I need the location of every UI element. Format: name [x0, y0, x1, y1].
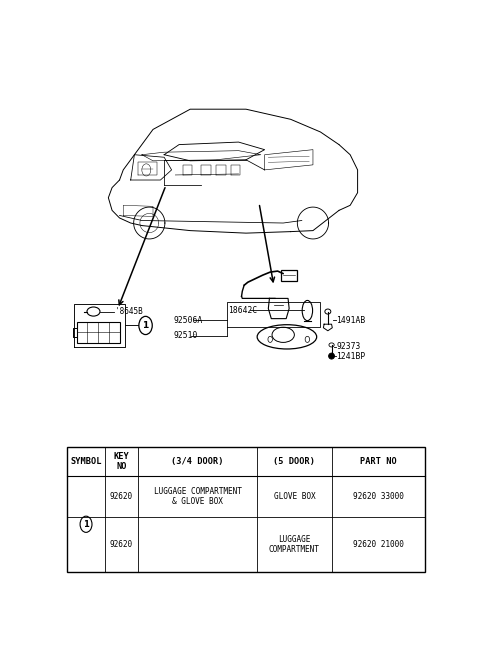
- Text: 92620: 92620: [110, 540, 133, 549]
- Text: LUGGAGE
COMPARTMENT: LUGGAGE COMPARTMENT: [269, 535, 320, 555]
- Text: GLOVE BOX: GLOVE BOX: [274, 492, 315, 501]
- Text: 92620 21000: 92620 21000: [353, 540, 404, 549]
- Text: 92506A: 92506A: [173, 315, 203, 325]
- Ellipse shape: [325, 309, 331, 314]
- Text: PART NO: PART NO: [360, 457, 396, 466]
- Text: (3/4 DOOR): (3/4 DOOR): [171, 457, 224, 466]
- Bar: [281, 269, 297, 281]
- Text: SYMBOL: SYMBOL: [70, 457, 102, 466]
- Text: 1241BP: 1241BP: [336, 351, 365, 361]
- Ellipse shape: [329, 343, 334, 347]
- Text: 92620: 92620: [110, 492, 133, 501]
- Text: 1: 1: [143, 321, 149, 330]
- Text: KEY
NO: KEY NO: [113, 452, 129, 472]
- Text: 92620 33000: 92620 33000: [353, 492, 404, 501]
- Text: LUGGAGE COMPARTMENT
& GLOVE BOX: LUGGAGE COMPARTMENT & GLOVE BOX: [154, 487, 241, 507]
- Bar: [77, 322, 120, 343]
- Text: 1491AB: 1491AB: [336, 315, 365, 325]
- Text: (5 DOOR): (5 DOOR): [274, 457, 315, 466]
- Text: '8645B: '8645B: [115, 307, 143, 315]
- Text: 18642C: 18642C: [228, 306, 258, 315]
- Text: 1: 1: [83, 520, 89, 529]
- Text: 92373: 92373: [336, 342, 360, 351]
- Text: 92510: 92510: [173, 331, 198, 340]
- Bar: [67, 447, 424, 572]
- Ellipse shape: [329, 353, 335, 359]
